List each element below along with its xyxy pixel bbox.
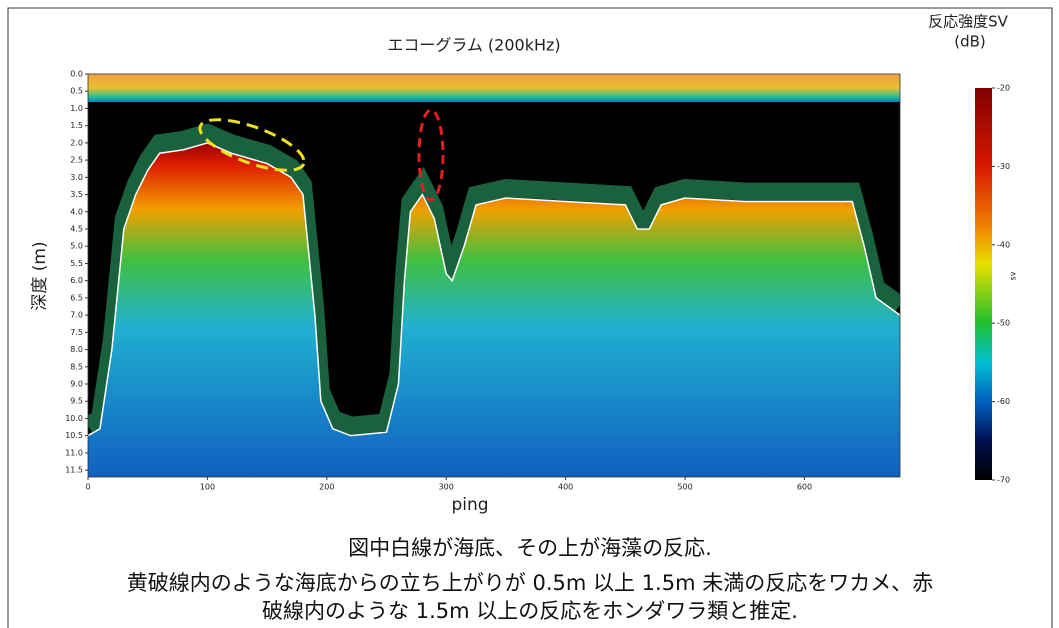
y-tick-label: 3.0: [70, 173, 83, 182]
x-tick-label: 600: [797, 483, 812, 492]
y-tick-label: 3.5: [70, 190, 83, 199]
y-tick-label: 10.5: [65, 431, 83, 440]
y-tick-label: 1.5: [70, 121, 83, 130]
plot-area: [88, 74, 900, 477]
y-axis-label: 深度 (m): [30, 241, 50, 310]
caption-line: 黄破線内のような海底からの立ち上がりが 0.5m 以上 1.5m 未満の反応をワ…: [127, 571, 933, 595]
y-tick-label: 4.0: [70, 207, 83, 216]
surface-band: [88, 74, 900, 102]
x-tick-label: 400: [558, 483, 573, 492]
x-tick-label: 200: [319, 483, 334, 492]
y-tick-label: 11.0: [65, 448, 83, 457]
chart-title: エコーグラム (200kHz): [387, 36, 560, 55]
colorbar-tick-label: -70: [997, 476, 1010, 485]
y-tick-label: 9.0: [70, 380, 83, 389]
y-tick-label: 11.5: [65, 466, 83, 475]
colorbar-tick-label: -60: [997, 397, 1010, 406]
x-tick-label: 500: [677, 483, 692, 492]
y-tick-label: 1.0: [70, 104, 83, 113]
colorbar-tick-label: -50: [997, 319, 1010, 328]
caption-line: 破線内のような 1.5m 以上の反応をホンダワラ類と推定.: [262, 599, 798, 623]
x-tick-label: 0: [85, 483, 90, 492]
y-tick-label: 2.5: [70, 156, 83, 165]
x-tick-label: 100: [200, 483, 215, 492]
colorbar-tick-label: -40: [997, 240, 1010, 249]
y-tick-label: 5.5: [70, 259, 83, 268]
y-tick-label: 5.0: [70, 242, 83, 251]
colorbar-tick-label: -30: [997, 162, 1010, 171]
y-tick-label: 7.5: [70, 328, 83, 337]
x-tick-label: 300: [439, 483, 454, 492]
caption-line: 図中白線が海底、その上が海藻の反応.: [348, 536, 712, 560]
figure: エコーグラム (200kHz) ping 深度 (m) 反応強度SV (dB) …: [0, 0, 1059, 628]
y-tick-label: 6.5: [70, 293, 83, 302]
y-tick-label: 4.5: [70, 225, 83, 234]
y-tick-label: 9.5: [70, 397, 83, 406]
y-tick-label: 0.0: [70, 70, 83, 79]
colorbar-unit: (dB): [954, 33, 986, 51]
colorbar: [975, 88, 992, 480]
y-tick-label: 7.0: [70, 311, 83, 320]
y-tick-label: 6.0: [70, 276, 83, 285]
colorbar-tick-label: -20: [997, 84, 1010, 93]
y-tick-label: 2.0: [70, 138, 83, 147]
y-tick-label: 10.0: [65, 414, 83, 423]
y-tick-label: 8.5: [70, 362, 83, 371]
x-axis-label: ping: [451, 495, 488, 515]
y-tick-label: 0.5: [70, 87, 83, 96]
y-tick-label: 8.0: [70, 345, 83, 354]
colorbar-label: sv: [1009, 271, 1018, 280]
colorbar-title: 反応強度SV: [928, 13, 1009, 31]
